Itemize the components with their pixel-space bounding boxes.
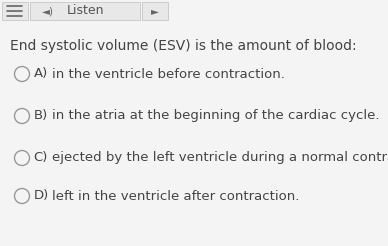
Text: C): C) — [33, 152, 48, 165]
Text: ejected by the left ventricle during a normal contraction.: ejected by the left ventricle during a n… — [52, 152, 388, 165]
Text: in the ventricle before contraction.: in the ventricle before contraction. — [52, 67, 284, 80]
Text: ►: ► — [151, 6, 159, 16]
Text: D): D) — [33, 189, 49, 202]
FancyBboxPatch shape — [2, 2, 28, 20]
FancyBboxPatch shape — [142, 2, 168, 20]
Text: B): B) — [33, 109, 48, 123]
Text: A): A) — [33, 67, 48, 80]
FancyBboxPatch shape — [30, 2, 140, 20]
Text: left in the ventricle after contraction.: left in the ventricle after contraction. — [52, 189, 299, 202]
Text: End systolic volume (ESV) is the amount of blood:: End systolic volume (ESV) is the amount … — [10, 39, 357, 53]
Text: in the atria at the beginning of the cardiac cycle.: in the atria at the beginning of the car… — [52, 109, 379, 123]
Text: ◄): ◄) — [42, 6, 54, 16]
Text: Listen: Listen — [66, 4, 104, 17]
